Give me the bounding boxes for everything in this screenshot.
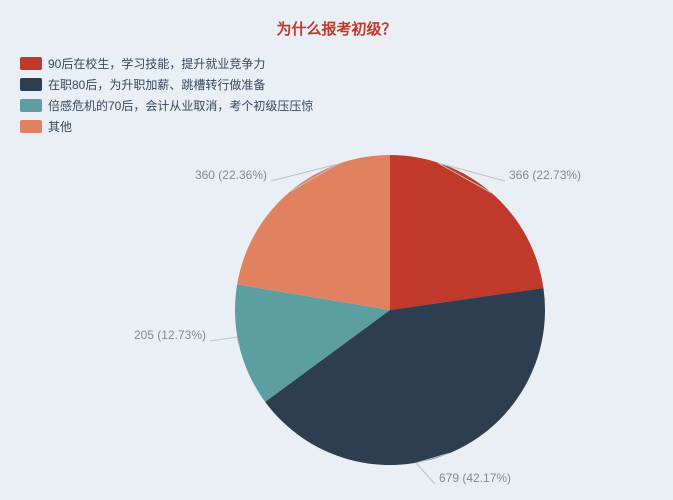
slice-callout: 360 (22.36%) [195, 168, 267, 182]
legend-swatch [20, 120, 42, 133]
legend-label: 在职80后，为升职加薪、跳槽转行做准备 [48, 76, 265, 93]
legend-swatch [20, 57, 42, 70]
legend-swatch [20, 78, 42, 91]
legend-label: 其他 [48, 118, 72, 135]
legend-item[interactable]: 倍感危机的70后，会计从业取消，考个初级压压惊 [20, 97, 313, 114]
slice-callout: 679 (42.17%) [439, 471, 511, 485]
slice-callout: 205 (12.73%) [134, 328, 206, 342]
chart-legend: 90后在校生，学习技能，提升就业竞争力在职80后，为升职加薪、跳槽转行做准备倍感… [20, 55, 313, 139]
legend-label: 90后在校生，学习技能，提升就业竞争力 [48, 55, 265, 72]
chart-title: 为什么报考初级？ [0, 18, 673, 39]
slice-callout: 366 (22.73%) [509, 168, 581, 182]
legend-item[interactable]: 在职80后，为升职加薪、跳槽转行做准备 [20, 76, 313, 93]
legend-swatch [20, 99, 42, 112]
legend-item[interactable]: 其他 [20, 118, 313, 135]
legend-item[interactable]: 90后在校生，学习技能，提升就业竞争力 [20, 55, 313, 72]
legend-label: 倍感危机的70后，会计从业取消，考个初级压压惊 [48, 97, 313, 114]
leader-line [210, 337, 239, 346]
